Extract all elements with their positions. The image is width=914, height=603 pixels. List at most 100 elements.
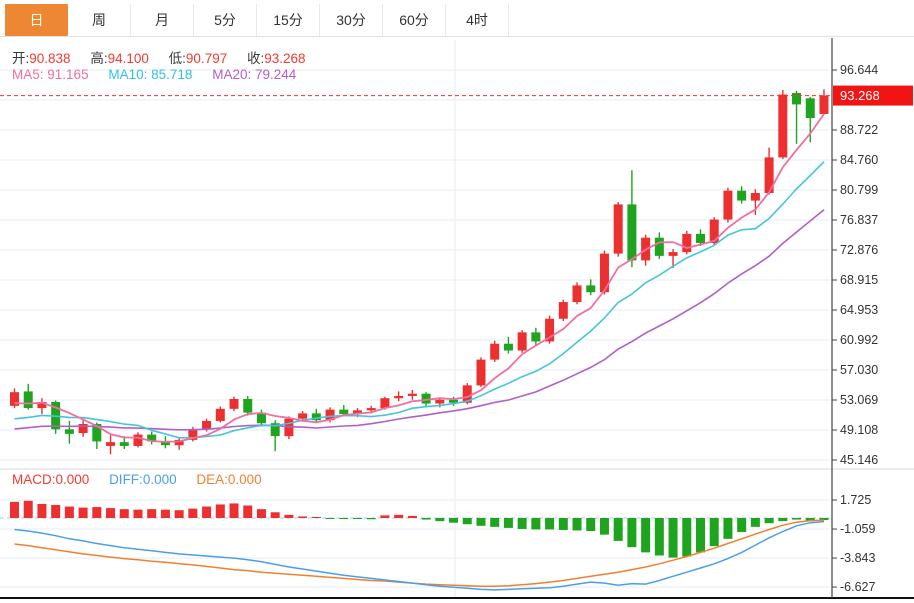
macd-hist-bar: [311, 517, 321, 518]
close-value: 93.268: [264, 51, 306, 66]
candle-body: [366, 408, 376, 411]
price-axis-label: 53.069: [840, 393, 878, 407]
candle-body: [792, 93, 802, 105]
macd-hist-bar: [599, 518, 609, 535]
tab-month[interactable]: 月: [131, 4, 194, 36]
candle-body: [723, 190, 733, 220]
close-label: 收:: [246, 51, 265, 66]
macd-hist-bar: [243, 505, 253, 518]
tab-15min[interactable]: 15分: [257, 4, 320, 36]
candle-body: [147, 434, 157, 442]
macd-hist-bar: [147, 509, 157, 518]
ma5-label: MA5:: [12, 67, 44, 82]
macd-hist-bar: [750, 518, 760, 527]
macd-hist-bar: [517, 518, 527, 529]
macd-hist-bar: [572, 518, 582, 531]
price-axis-label: 64.953: [840, 303, 878, 317]
price-axis-label: 68.915: [840, 273, 878, 287]
macd-hist-bar: [188, 508, 198, 518]
price-axis-label: 72.876: [840, 243, 878, 257]
candle-body: [613, 204, 623, 254]
candle-body: [462, 385, 472, 403]
macd-hist-bar: [737, 518, 747, 533]
macd-axis-label: -3.843: [840, 551, 875, 565]
candle-body: [380, 398, 390, 409]
candle-body: [421, 393, 431, 404]
diff-line: [14, 520, 825, 591]
dea-label: DEA:: [196, 472, 228, 487]
tab-day[interactable]: 日: [5, 4, 68, 36]
macd-hist-bar: [366, 518, 376, 520]
macd-hist-bar: [174, 510, 184, 518]
low-label: 低:: [168, 51, 186, 66]
macd-hist-bar: [51, 504, 61, 518]
candle-body: [215, 408, 225, 421]
candle-body: [599, 253, 609, 293]
candle-body: [490, 343, 500, 360]
macd-hist-bar: [654, 518, 664, 556]
candle-body: [339, 409, 349, 415]
ma10-value: 85.718: [151, 67, 193, 82]
candle-body: [64, 429, 74, 434]
macd-hist-bar: [78, 507, 88, 518]
candle-body: [503, 343, 513, 351]
tab-60min[interactable]: 60分: [383, 4, 446, 36]
macd-hist-bar: [353, 518, 362, 519]
macd-hist-bar: [558, 518, 568, 530]
current-price-tag: [833, 85, 913, 106]
macd-hist-bar: [92, 507, 102, 518]
tab-4hour[interactable]: 4时: [446, 4, 509, 36]
current-price-tag-label: 93.268: [840, 88, 880, 103]
macd-hist-bar: [627, 518, 637, 548]
candle-body: [10, 392, 19, 406]
macd-hist-bar: [160, 509, 170, 518]
macd-hist-bar: [792, 518, 802, 520]
price-axis-label: 57.030: [840, 363, 878, 377]
macd-hist-bar: [462, 518, 472, 525]
tab-30min[interactable]: 30分: [320, 4, 383, 36]
candle-body: [106, 442, 116, 446]
macd-hist-bar: [435, 518, 445, 522]
macd-hist-bar: [37, 503, 47, 518]
candle-body: [160, 441, 170, 446]
candle-body: [394, 395, 404, 399]
candle-body: [202, 420, 212, 430]
candle-body: [23, 391, 33, 409]
high-value: 94.100: [107, 51, 149, 66]
candle-body: [586, 285, 596, 293]
candle-body: [256, 412, 266, 424]
price-axis-label: 88.722: [840, 123, 878, 137]
macd-hist-bar: [586, 518, 596, 532]
macd-hist-bar: [778, 518, 788, 522]
ma20-label: MA20:: [212, 67, 252, 82]
tab-week[interactable]: 周: [68, 4, 131, 36]
candle-body: [325, 409, 335, 421]
macd-hist-bar: [256, 509, 266, 518]
macd-hist-bar: [531, 518, 541, 530]
ma10-label: MA10:: [108, 67, 148, 82]
macd-hist-bar: [119, 509, 129, 518]
macd-hist-bar: [215, 504, 225, 518]
macd-hist-bar: [545, 518, 555, 530]
price-axis-label: 45.146: [840, 453, 878, 467]
tab-5min[interactable]: 5分: [194, 4, 257, 36]
macd-hist-bar: [23, 500, 33, 518]
ma20-value: 79.244: [255, 67, 297, 82]
open-label: 开:: [12, 51, 30, 66]
ma10-line: [14, 161, 825, 439]
macd-hist-bar: [64, 506, 74, 518]
ma20-line: [14, 209, 825, 431]
open-value: 90.838: [29, 51, 71, 66]
kline-chart-canvas[interactable]: 96.644 88.722 84.760 80.799 76.837 72.876 68.9…: [0, 37, 914, 603]
macd-hist-bar: [10, 501, 19, 518]
candle-body: [298, 413, 308, 419]
macd-hist-bar: [298, 516, 308, 518]
macd-axis-label: -1.059: [840, 522, 875, 536]
macd-axis-label: 1.725: [840, 493, 871, 507]
macd-value: 0.000: [55, 472, 90, 487]
macd-hist-bar: [668, 518, 678, 558]
macd-hist-bar: [682, 518, 692, 557]
candle-body: [545, 318, 555, 342]
macd-hist-bar: [380, 515, 390, 518]
macd-hist-bar: [270, 512, 280, 518]
